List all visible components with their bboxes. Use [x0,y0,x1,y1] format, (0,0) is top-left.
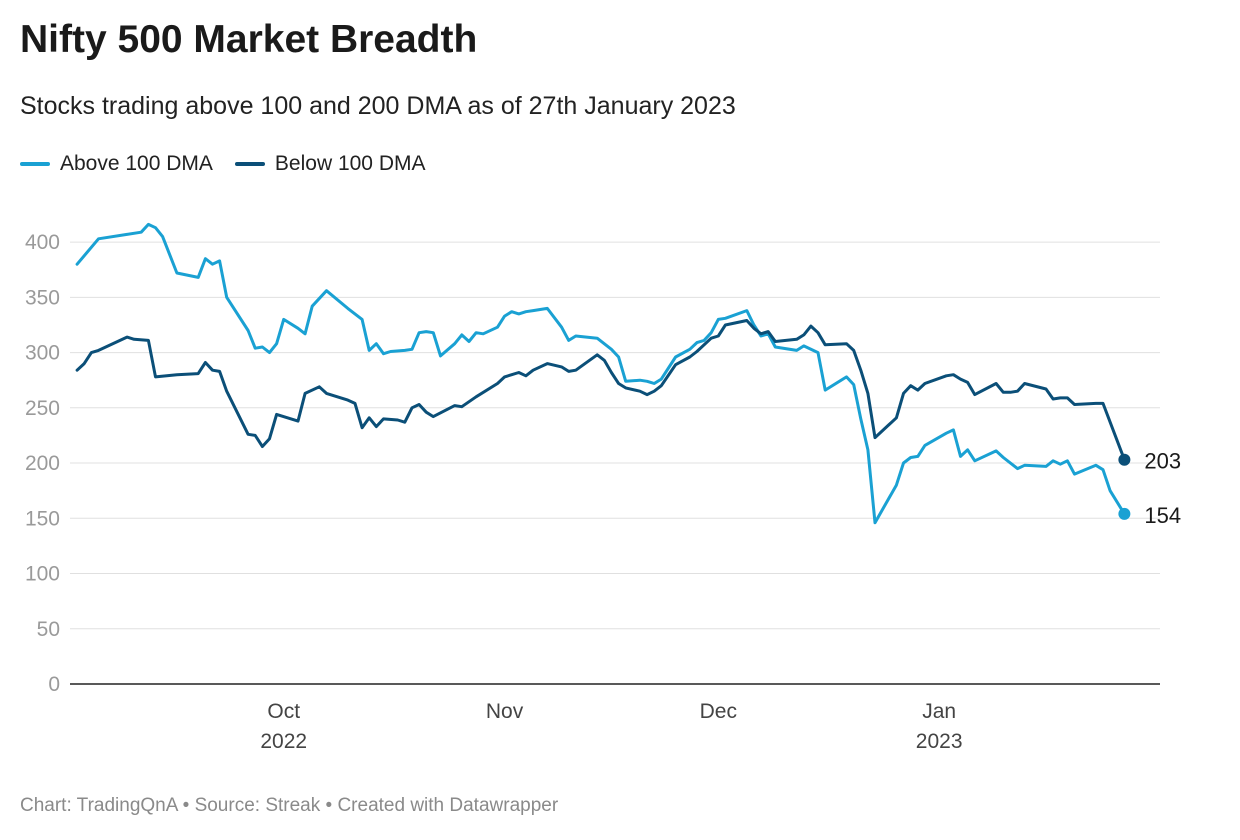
x-tick-label: Oct [267,700,300,723]
chart-title: Nifty 500 Market Breadth [20,18,478,61]
y-tick-label: 50 [37,618,60,641]
legend-label-above: Above 100 DMA [60,152,213,175]
legend-item-below-100-dma: Below 100 DMA [234,152,426,176]
x-tick-label: Jan [922,700,956,723]
chart-subtitle: Stocks trading above 100 and 200 DMA as … [20,92,736,120]
series-line-below-100-dma [75,319,1126,462]
x-tick-label: Dec [700,700,737,723]
y-tick-label: 250 [25,397,60,420]
x-tick-label: Nov [486,700,524,723]
y-tick-label: 0 [48,673,60,696]
end-label-above-100-dma: 154 [1144,503,1181,528]
end-point-below-100-dma [1118,453,1131,466]
x-tick-sublabel: 2023 [916,730,963,753]
legend-label-below: Below 100 DMA [274,152,426,175]
x-tick-sublabel: 2022 [260,730,307,753]
line-chart: 0 50 100 150 200 250 300 350 400 Oct 2022 Nov Dec Jan… [25,222,1181,753]
series-line-above-100-dma [75,222,1126,525]
y-tick-label: 400 [25,231,60,254]
legend-swatch-below [234,162,265,166]
y-tick-label: 200 [25,452,60,475]
y-tick-label: 300 [25,342,60,365]
legend: Above 100 DMA Below 100 DMA [20,152,426,176]
legend-item-above-100-dma: Above 100 DMA [20,152,213,176]
y-tick-label: 100 [25,563,60,586]
legend-swatch-above [20,162,50,166]
end-point-above-100-dma [1118,507,1131,520]
y-tick-label: 350 [25,286,60,309]
end-label-below-100-dma: 203 [1144,449,1181,474]
y-tick-label: 150 [25,507,60,530]
chart-credit: Chart: TradingQnA • Source: Streak • Cre… [20,795,559,816]
